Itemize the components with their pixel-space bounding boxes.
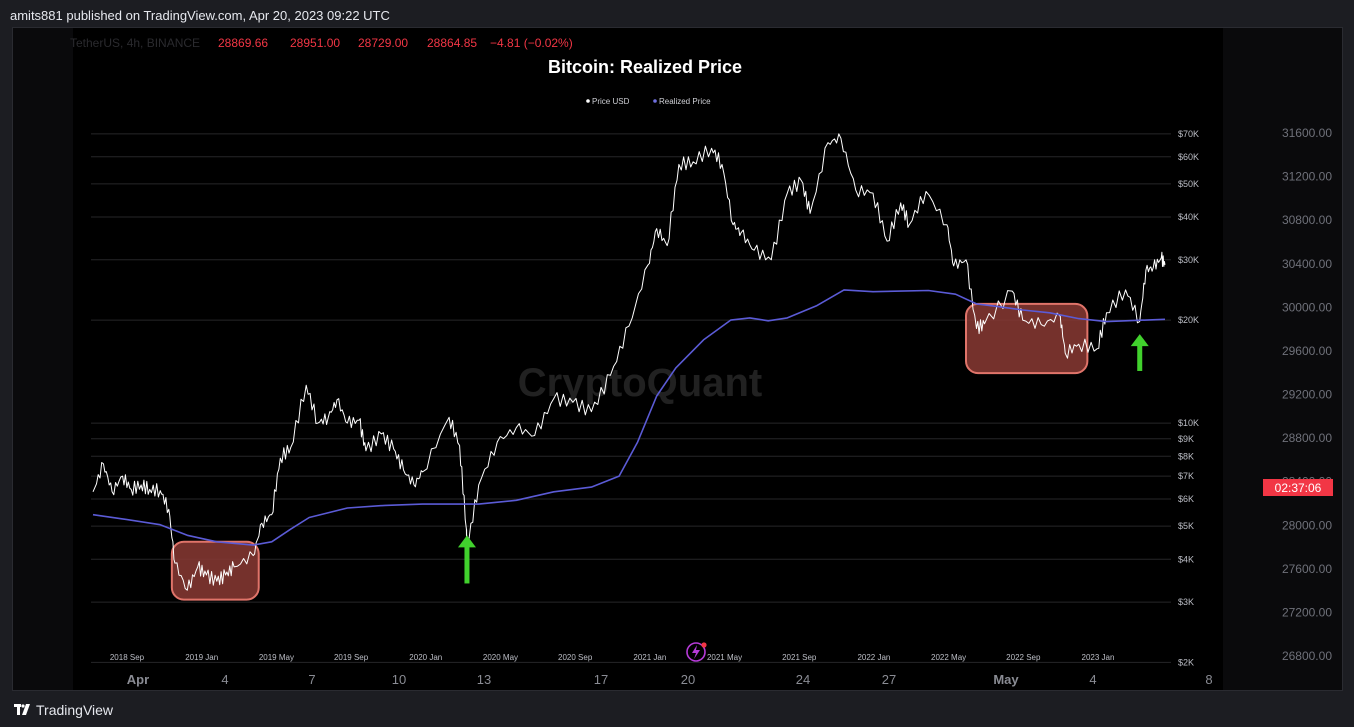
high-value: 28951.00: [290, 36, 340, 50]
up-arrow-shaft: [1137, 343, 1143, 371]
outer-price-label: 28000.00: [1282, 518, 1332, 532]
chart-title: Bitcoin: Realized Price: [548, 57, 742, 77]
y-tick-label: $70K: [1178, 129, 1199, 139]
outer-price-label: 26800.00: [1282, 649, 1332, 663]
outer-price-label: 28800.00: [1282, 431, 1332, 445]
y-tick-label: $7K: [1178, 471, 1194, 481]
outer-time-label: 8: [1205, 672, 1212, 687]
outer-price-scale[interactable]: 31600.00 31200.00 30800.00 30400.00 30000.00…: [1282, 126, 1332, 663]
y-tick-label: $4K: [1178, 554, 1194, 564]
watermark: CryptoQuant: [518, 361, 762, 405]
countdown-badge-text: 02:37:06: [1275, 481, 1322, 495]
x-tick-label: 2022 May: [931, 653, 966, 662]
tradingview-brand: TradingView: [36, 702, 114, 718]
legend-realized-dot: [653, 99, 657, 103]
highlight-annotations: [170, 302, 1089, 601]
outer-time-label: 13: [477, 672, 491, 687]
x-tick-label: 2019 Sep: [334, 653, 369, 662]
y-tick-label: $9K: [1178, 434, 1194, 444]
x-tick-label: 2020 Sep: [558, 653, 593, 662]
outer-price-label: 31200.00: [1282, 170, 1332, 184]
x-tick-label: 2021 Sep: [782, 653, 817, 662]
outer-time-label: 4: [1089, 672, 1096, 687]
up-arrow-shaft: [464, 544, 470, 584]
outer-price-label: 30000.00: [1282, 300, 1332, 314]
countdown-badge-bg: [1263, 479, 1333, 496]
low-value: 28729.00: [358, 36, 408, 50]
outer-time-scale[interactable]: Apr 4 7 10 13 17 20 24 27 May 4 8: [127, 672, 1213, 687]
series-lines: [92, 133, 1166, 591]
y-tick-label: $50K: [1178, 179, 1199, 189]
x-tick-label: 2022 Sep: [1006, 653, 1041, 662]
publish-info-bar: amits881 published on TradingView.com, A…: [0, 0, 1354, 30]
up-arrow-icon: [457, 535, 476, 584]
x-tick-label: 2021 Jan: [633, 653, 666, 662]
x-tick-label: 2023 Jan: [1082, 653, 1115, 662]
y-tick-label: $60K: [1178, 152, 1199, 162]
outer-price-label: 29600.00: [1282, 344, 1332, 358]
up-arrow-head: [1130, 334, 1149, 347]
symbol-name[interactable]: TetherUS, 4h, BINANCE: [70, 36, 200, 50]
highlight-box: [170, 540, 260, 601]
x-tick-label: 2022 Jan: [857, 653, 890, 662]
tradingview-logo[interactable]: TradingView: [14, 702, 113, 718]
x-tick-label: 2019 Jan: [185, 653, 218, 662]
legend-realized-label: Realized Price: [659, 97, 711, 106]
outer-time-label: 20: [681, 672, 695, 687]
outer-time-label: 4: [221, 672, 228, 687]
x-tick-label: 2019 May: [259, 653, 294, 662]
outer-price-label: 27600.00: [1282, 562, 1332, 576]
change-value: −4.81 (−0.02%): [490, 36, 573, 50]
price-usd-line: [92, 133, 1166, 591]
x-tick-label: 2020 May: [483, 653, 518, 662]
outer-price-label: 30400.00: [1282, 257, 1332, 271]
up-arrow-head: [457, 535, 476, 548]
outer-time-label: 27: [882, 672, 896, 687]
y-tick-label: $20K: [1178, 315, 1199, 325]
legend: Price USD Realized Price: [586, 97, 711, 106]
lightning-icon[interactable]: [686, 642, 707, 662]
chart-frame[interactable]: TetherUS, 4h, BINANCE 28869.66 28951.00 …: [12, 27, 1343, 691]
legend-price-dot: [586, 99, 590, 103]
outer-time-label: 24: [796, 672, 810, 687]
lightning-icon-dot: [701, 642, 707, 648]
y-tick-label: $3K: [1178, 597, 1194, 607]
x-tick-label: 2021 May: [707, 653, 742, 662]
legend-price-label: Price USD: [592, 97, 630, 106]
published-text: amits881 published on TradingView.com, A…: [10, 7, 390, 23]
tradingview-logo-icon: [14, 704, 30, 715]
y-tick-label: $6K: [1178, 494, 1194, 504]
countdown-badge: 02:37:06: [1263, 479, 1333, 496]
y-tick-label: $30K: [1178, 255, 1199, 265]
outer-price-label: 27200.00: [1282, 605, 1332, 619]
footer-bar: TradingView: [0, 693, 1354, 727]
outer-price-label: 31600.00: [1282, 126, 1332, 140]
y-tick-label: $8K: [1178, 451, 1194, 461]
close-value: 28864.85: [427, 36, 477, 50]
outer-time-label: May: [993, 672, 1019, 687]
lightning-icon-ring: [686, 642, 706, 662]
x-tick-label: 2018 Sep: [110, 653, 145, 662]
open-value: 28869.66: [218, 36, 268, 50]
up-arrow-icon: [1130, 334, 1149, 371]
y-tick-label: $10K: [1178, 418, 1199, 428]
realized-price-line: [92, 289, 1166, 546]
x-axis-labels: 2018 Sep 2019 Jan 2019 May 2019 Sep 2020 Jan…: [110, 653, 1115, 662]
lightning-icon-bolt: [692, 645, 700, 659]
y-axis-labels: $70K $60K $50K $40K $30K $20K $10K $9K $8K $7K $6K…: [1178, 129, 1199, 667]
y-tick-label: $40K: [1178, 212, 1199, 222]
arrow-annotations: [457, 334, 1149, 584]
x-tick-label: 2020 Jan: [409, 653, 442, 662]
outer-price-label: 29200.00: [1282, 388, 1332, 402]
outer-price-label: 30800.00: [1282, 213, 1332, 227]
chart-canvas[interactable]: TetherUS, 4h, BINANCE 28869.66 28951.00 …: [13, 28, 1342, 690]
outer-time-label: 10: [392, 672, 406, 687]
highlight-box: [965, 302, 1089, 375]
y-tick-label: $2K: [1178, 657, 1194, 667]
outer-time-label: Apr: [127, 672, 149, 687]
outer-time-label: 7: [308, 672, 315, 687]
y-tick-label: $5K: [1178, 521, 1194, 531]
outer-time-label: 17: [594, 672, 608, 687]
